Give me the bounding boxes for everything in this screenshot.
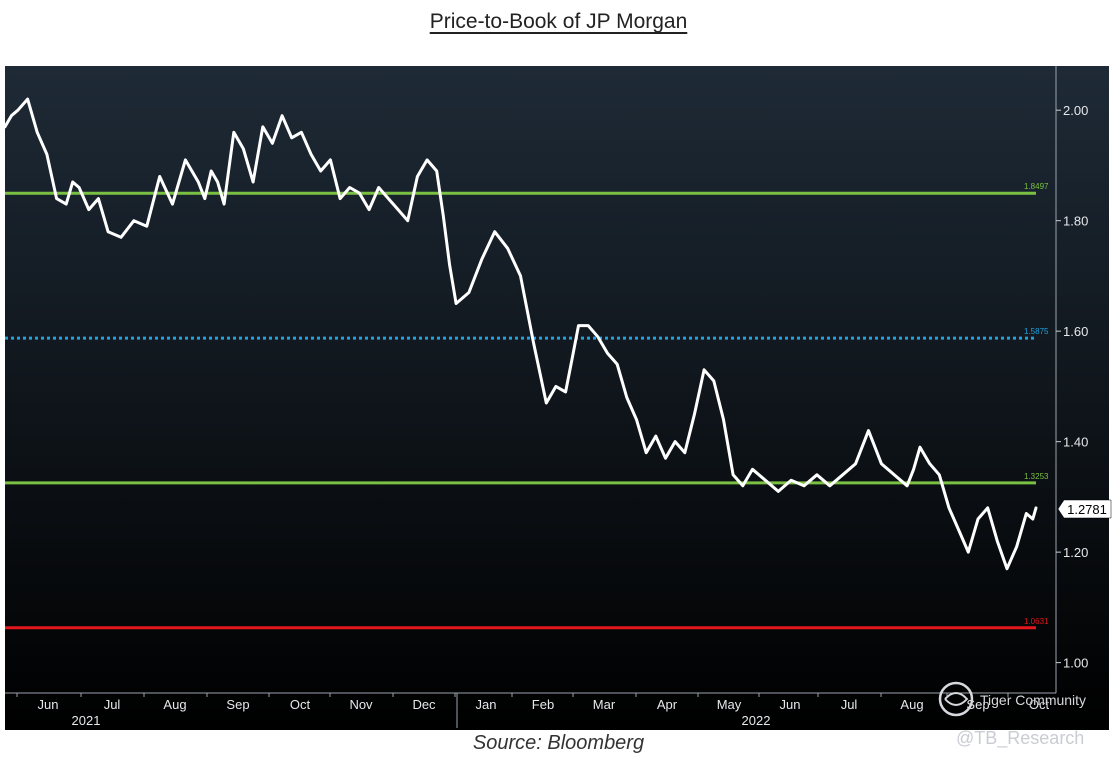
reference-line-label: 1.3253 (1024, 472, 1049, 481)
x-tick-label: Feb (532, 697, 554, 712)
x-tick-label: Oct (290, 697, 311, 712)
watermark-handle: @TB_Research (956, 728, 1085, 748)
x-tick-label: Dec (412, 697, 436, 712)
x-tick-label: Jul (104, 697, 121, 712)
y-tick-label: 2.00 (1063, 103, 1088, 118)
y-tick-label: 1.20 (1063, 545, 1088, 560)
tiger-community-logo-icon (938, 681, 974, 717)
y-tick-label: 1.80 (1063, 214, 1088, 229)
x-year-label: 2022 (742, 713, 771, 728)
x-tick-label: Jun (780, 697, 801, 712)
x-tick-label: Jun (38, 697, 59, 712)
x-tick-label: Oct (1029, 697, 1050, 712)
last-value-tag (1057, 499, 1112, 519)
source-caption: Source: Bloomberg (472, 732, 645, 754)
last-value-label: 1.2781 (1067, 502, 1107, 517)
x-year-label: 2021 (72, 713, 101, 728)
plot-background (5, 66, 1109, 730)
x-tick-label: Aug (900, 697, 923, 712)
x-tick-label: Nov (349, 697, 373, 712)
reference-line-label: 1.5875 (1024, 327, 1049, 336)
y-tick-label: 1.00 (1063, 656, 1088, 671)
x-tick-label: Aug (163, 697, 186, 712)
reference-line-label: 1.0631 (1024, 617, 1049, 626)
chart-title: Price-to-Book of JP Morgan (429, 10, 688, 33)
reference-line-label: 1.8497 (1024, 182, 1049, 191)
x-tick-label: Sep (226, 697, 249, 712)
y-tick-label: 1.60 (1063, 324, 1088, 339)
y-tick-label: 1.40 (1063, 435, 1088, 450)
x-tick-label: Jul (841, 697, 858, 712)
x-tick-label: Mar (593, 697, 616, 712)
series-line-0 (3, 97, 1038, 571)
watermark-brand: Tiger Community (980, 692, 1087, 708)
x-tick-label: Jan (476, 697, 497, 712)
x-tick-label: May (717, 697, 742, 712)
x-tick-label: Apr (657, 697, 678, 712)
